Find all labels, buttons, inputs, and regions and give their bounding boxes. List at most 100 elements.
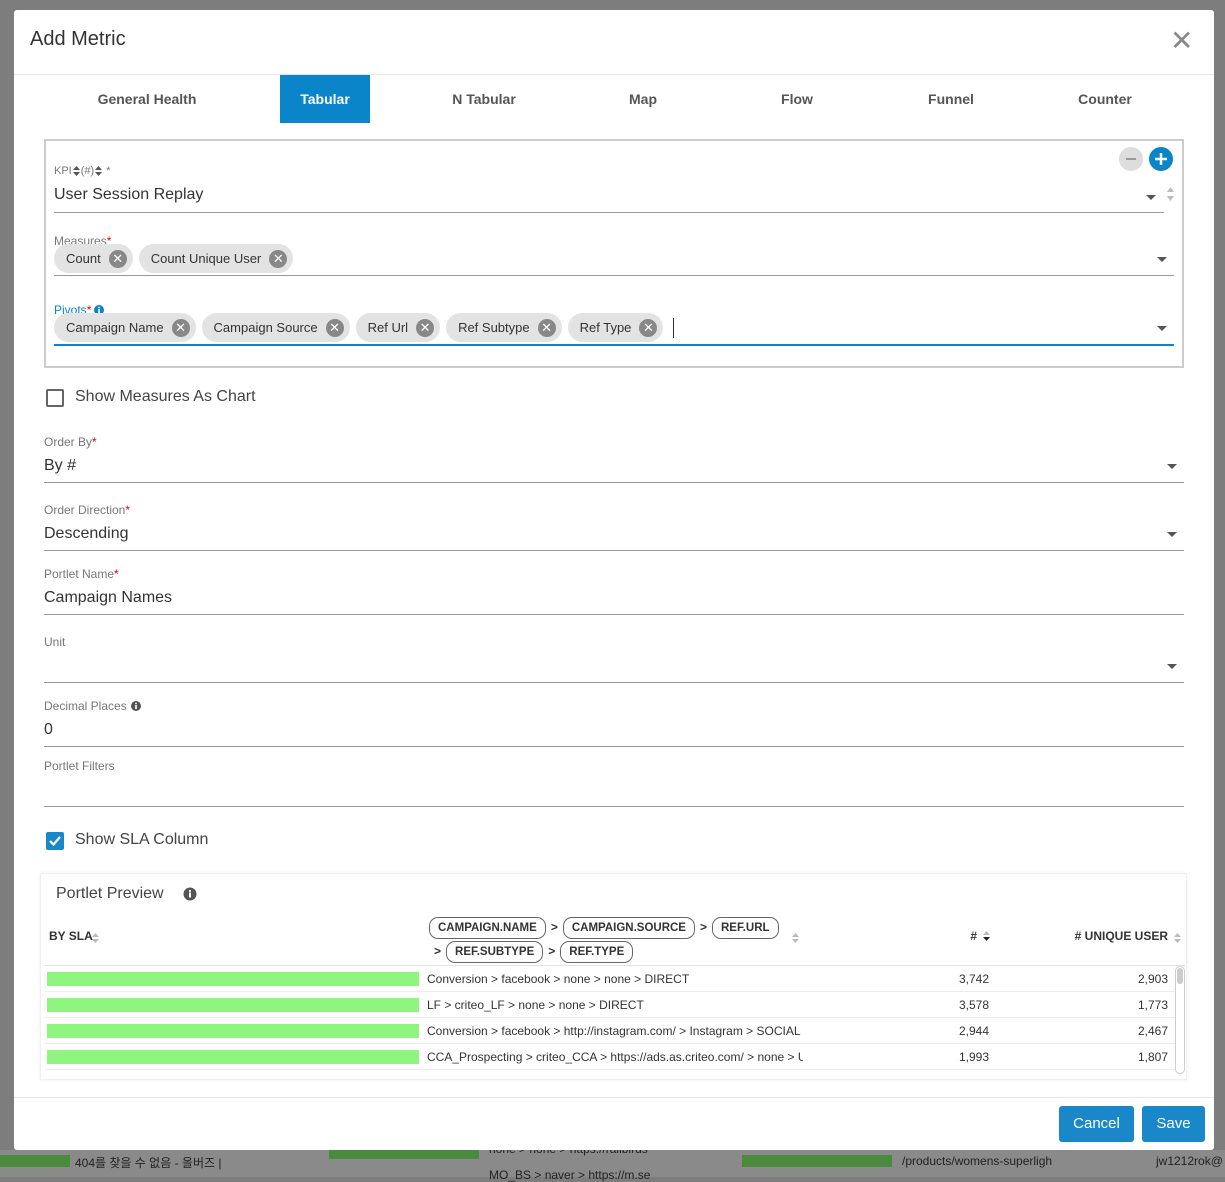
sort-icon xyxy=(94,165,103,177)
required-mark: * xyxy=(106,165,111,177)
chip-text: Campaign Source xyxy=(213,320,318,335)
chip-remove[interactable]: ✕ xyxy=(269,249,288,268)
field-label: Unit xyxy=(44,635,65,649)
footer-divider xyxy=(14,1097,1214,1098)
chip-remove[interactable]: ✕ xyxy=(416,318,435,337)
close-button[interactable]: ✕ xyxy=(1170,25,1194,56)
measures-chips: Count ✕ Count Unique User ✕ xyxy=(54,244,299,273)
required-mark: * xyxy=(106,234,112,248)
field-label: Order Direction* xyxy=(44,503,130,517)
field-value[interactable]: 0 xyxy=(44,721,53,738)
field-value[interactable]: Descending xyxy=(44,525,129,542)
kpi-value[interactable]: User Session Replay xyxy=(54,186,204,203)
pivot-tags: CAMPAIGN.NAME > CAMPAIGN.SOURCE > REF.URL> RE… xyxy=(429,916,789,964)
save-button[interactable]: Save xyxy=(1142,1106,1205,1142)
chip-remove[interactable]: ✕ xyxy=(639,318,658,337)
active-tab-bg xyxy=(280,75,370,123)
chip-remove[interactable]: ✕ xyxy=(108,249,127,268)
chip: Campaign Name ✕ xyxy=(54,313,196,342)
chip: Ref Type ✕ xyxy=(567,313,664,342)
pivot-cell: Conversion > facebook > http://instagram… xyxy=(427,1024,801,1038)
tab[interactable]: Funnel xyxy=(928,91,974,107)
row-buttons xyxy=(1119,146,1179,177)
unique-cell: 1,773 xyxy=(1137,998,1168,1012)
pivot-tag: CAMPAIGN.SOURCE xyxy=(562,917,695,939)
dropdown-arrow[interactable] xyxy=(1167,532,1177,537)
kpi-label: KPI (#) * xyxy=(54,165,110,177)
field-underline xyxy=(44,682,1184,683)
field-underline xyxy=(44,482,1184,483)
required-mark: * xyxy=(92,435,97,449)
header-divider xyxy=(14,74,1214,75)
unique-cell: 1,807 xyxy=(1137,1050,1168,1064)
unique-cell: 2,903 xyxy=(1137,972,1168,986)
field-label: Portlet Filters xyxy=(44,759,115,773)
checkbox[interactable] xyxy=(46,389,64,407)
sla-bar xyxy=(47,1050,419,1064)
field-label-text: Portlet Name xyxy=(44,567,115,581)
tab[interactable]: General Health xyxy=(97,91,197,107)
sort-icon xyxy=(1173,929,1182,947)
pivot-cell: Conversion > facebook > none > none > DI… xyxy=(427,972,690,986)
column-header: # xyxy=(970,929,977,943)
tab[interactable]: Flow xyxy=(781,91,813,107)
dropdown-arrow[interactable] xyxy=(1157,326,1167,331)
pivots-underline xyxy=(54,344,1174,346)
background-bar xyxy=(742,1155,892,1167)
sort-icon xyxy=(791,929,800,947)
chip-remove[interactable]: ✕ xyxy=(537,318,556,337)
field-label: Portlet Name* xyxy=(44,567,119,581)
column-header: BY SLA xyxy=(49,929,93,943)
dropdown-arrow[interactable] xyxy=(1167,464,1177,469)
sort-icon xyxy=(72,165,81,177)
row-divider xyxy=(45,1069,1175,1070)
preview-panel: Portlet Preview BY SLA CAMPAIGN.NAME > CAMPA… xyxy=(40,873,1187,1080)
field-label-text: Unit xyxy=(44,635,66,649)
spinner xyxy=(1166,186,1175,207)
checkbox-label: Show Measures As Chart xyxy=(75,388,256,405)
scroll-thumb xyxy=(1177,968,1183,984)
field-value[interactable]: By # xyxy=(44,457,77,474)
info-icon xyxy=(130,700,141,714)
info-icon xyxy=(183,887,197,906)
column-header: # UNIQUE USER xyxy=(1074,929,1168,943)
tab[interactable]: Counter xyxy=(1078,91,1132,107)
pivot-cell: CCA_Prospecting > criteo_CCA > https://a… xyxy=(427,1050,803,1064)
tab[interactable]: Tabular xyxy=(300,91,350,107)
pivot-separator: > xyxy=(434,944,442,958)
kpi-unit: (#) xyxy=(80,165,95,177)
pivot-cell: LF > criteo_LF > none > none > DIRECT xyxy=(427,998,644,1012)
tab[interactable]: N Tabular xyxy=(452,91,516,107)
kpi-label-text: KPI xyxy=(54,165,72,177)
field-label: Decimal Places xyxy=(44,699,141,714)
header-divider xyxy=(45,965,1185,966)
pivot-separator: > xyxy=(699,920,707,934)
dropdown-arrow[interactable] xyxy=(1146,195,1156,200)
row-divider xyxy=(45,1043,1175,1044)
chip-text: Ref Url xyxy=(367,320,409,335)
background-bar xyxy=(329,1147,479,1159)
chip-text: Count xyxy=(66,251,101,266)
tab[interactable]: Map xyxy=(629,91,657,107)
sla-bar xyxy=(47,1024,419,1038)
measures-underline xyxy=(54,275,1174,276)
background-text: jw1212rok@ xyxy=(1156,1154,1223,1168)
field-value[interactable]: Campaign Names xyxy=(44,589,173,606)
sort-icon xyxy=(982,929,991,947)
cancel-button[interactable]: Cancel xyxy=(1059,1106,1134,1142)
dropdown-arrow[interactable] xyxy=(1167,664,1177,669)
modal: Add Metric ✕ KPI (#) * User Session Replay M… xyxy=(14,10,1214,1150)
row-divider xyxy=(45,991,1175,992)
chip-remove[interactable]: ✕ xyxy=(171,318,190,337)
chip-remove[interactable]: ✕ xyxy=(325,318,344,337)
dropdown-arrow[interactable] xyxy=(1157,257,1167,262)
pivot-separator: > xyxy=(548,944,556,958)
count-cell: 2,944 xyxy=(958,1024,989,1038)
field-label-text: Order By xyxy=(44,435,93,449)
modal-title: Add Metric xyxy=(30,28,126,50)
checkbox[interactable] xyxy=(46,832,64,850)
row-divider xyxy=(45,1017,1175,1018)
count-cell: 1,993 xyxy=(958,1050,989,1064)
scrollbar[interactable] xyxy=(1175,966,1185,1074)
